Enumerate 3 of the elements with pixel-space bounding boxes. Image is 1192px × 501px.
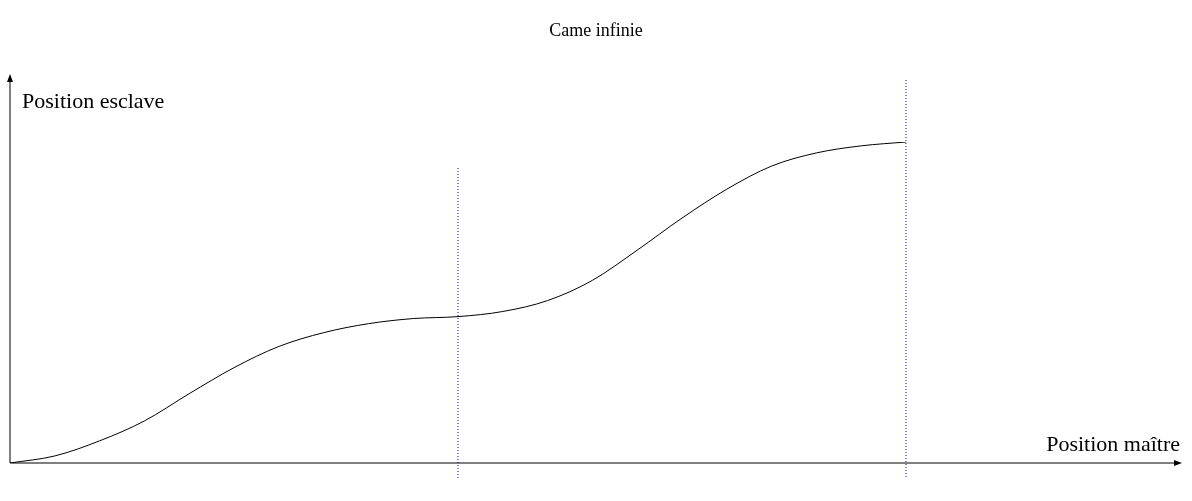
y-axis-title: Position esclave (22, 88, 165, 113)
text: Position maître (1046, 431, 1180, 456)
chart-title: Came infinie (549, 20, 643, 40)
